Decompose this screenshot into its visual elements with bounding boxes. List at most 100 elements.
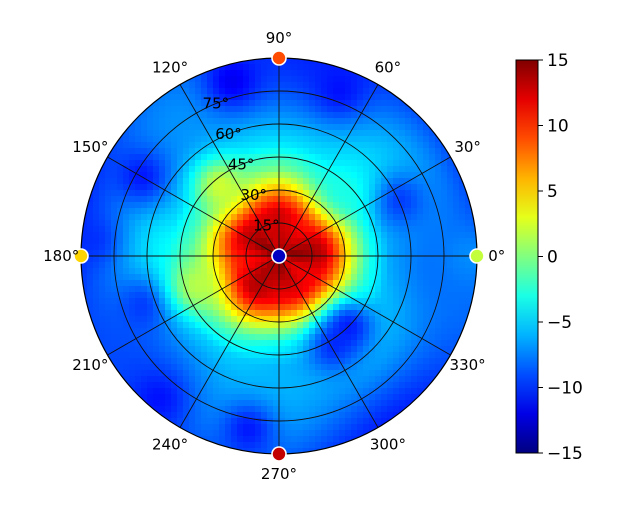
heatmap-cell	[225, 154, 232, 161]
heatmap-cell	[321, 178, 328, 185]
heatmap-cell	[405, 112, 412, 119]
heatmap-cell	[417, 130, 424, 137]
heatmap-cell	[237, 136, 244, 143]
heatmap-cell	[315, 208, 322, 215]
heatmap-cell	[351, 190, 358, 197]
heatmap-cell	[99, 334, 106, 341]
heatmap-cell	[321, 226, 328, 233]
heatmap-cell	[423, 232, 430, 239]
heatmap-cell	[147, 382, 154, 389]
heatmap-cell	[153, 106, 160, 113]
heatmap-cell	[225, 436, 232, 443]
heatmap-cell	[135, 196, 142, 203]
heatmap-cell	[189, 418, 196, 425]
heatmap-cell	[333, 292, 340, 299]
heatmap-cell	[369, 418, 376, 425]
heatmap-cell	[453, 250, 460, 257]
heatmap-cell	[357, 136, 364, 143]
heatmap-cell	[339, 382, 346, 389]
heatmap-cell	[423, 310, 430, 317]
heatmap-cell	[333, 76, 340, 83]
heatmap-cell	[159, 364, 166, 371]
heatmap-cell	[291, 124, 298, 131]
heatmap-cell	[291, 334, 298, 341]
heatmap-cell	[99, 220, 106, 227]
heatmap-cell	[159, 118, 166, 125]
heatmap-cell	[423, 316, 430, 323]
heatmap-cell	[459, 292, 466, 299]
heatmap-cell	[249, 208, 256, 215]
heatmap-cell	[315, 352, 322, 359]
heatmap-cell	[189, 328, 196, 335]
heatmap-cell	[321, 340, 328, 347]
heatmap-cell	[255, 148, 262, 155]
heatmap-cell	[453, 334, 460, 341]
heatmap-cell	[285, 94, 292, 101]
heatmap-cell	[243, 376, 250, 383]
heatmap-cell	[327, 244, 334, 251]
heatmap-cell	[237, 232, 244, 239]
heatmap-cell	[117, 238, 124, 245]
heatmap-cell	[279, 382, 286, 389]
heatmap-cell	[333, 160, 340, 167]
heatmap-cell	[201, 286, 208, 293]
heatmap-cell	[321, 70, 328, 77]
heatmap-cell	[117, 250, 124, 257]
heatmap-cell	[99, 268, 106, 275]
heatmap-cell	[213, 214, 220, 221]
heatmap-cell	[321, 406, 328, 413]
heatmap-cell	[303, 340, 310, 347]
heatmap-cell	[393, 238, 400, 245]
heatmap-cell	[345, 244, 352, 251]
heatmap-cell	[135, 298, 142, 305]
heatmap-cell	[171, 130, 178, 137]
heatmap-cell	[471, 226, 477, 233]
heatmap-cell	[147, 310, 154, 317]
heatmap-cell	[351, 358, 358, 365]
heatmap-cell	[87, 238, 94, 245]
heatmap-cell	[465, 280, 472, 287]
heatmap-cell	[261, 100, 268, 107]
heatmap-cell	[387, 382, 394, 389]
heatmap-cell	[405, 364, 412, 371]
heatmap-cell	[345, 142, 352, 149]
heatmap-cell	[381, 244, 388, 251]
heatmap-cell	[333, 94, 340, 101]
heatmap-cell	[405, 376, 412, 383]
heatmap-cell	[327, 448, 334, 454]
heatmap-cell	[285, 310, 292, 317]
heatmap-cell	[135, 346, 142, 353]
heatmap-cell	[219, 202, 226, 209]
heatmap-cell	[387, 136, 394, 143]
heatmap-cell	[255, 310, 262, 317]
heatmap-cell	[183, 202, 190, 209]
heatmap-cell	[93, 310, 100, 317]
heatmap-cell	[147, 298, 154, 305]
heatmap-cell	[303, 286, 310, 293]
heatmap-cell	[165, 118, 172, 125]
heatmap-cell	[165, 112, 172, 119]
heatmap-cell	[405, 340, 412, 347]
heatmap-cell	[153, 148, 160, 155]
heatmap-cell	[171, 160, 178, 167]
heatmap-cell	[339, 172, 346, 179]
heatmap-cell	[345, 250, 352, 257]
heatmap-cell	[243, 298, 250, 305]
heatmap-cell	[237, 352, 244, 359]
heatmap-cell	[147, 286, 154, 293]
heatmap-cell	[435, 310, 442, 317]
heatmap-cell	[183, 178, 190, 185]
heatmap-cell	[363, 220, 370, 227]
heatmap-cell	[237, 382, 244, 389]
heatmap-cell	[267, 172, 274, 179]
heatmap-cell	[303, 256, 310, 263]
heatmap-cell	[309, 376, 316, 383]
heatmap-cell	[357, 370, 364, 377]
heatmap-cell	[333, 448, 340, 454]
heatmap-cell	[411, 376, 418, 383]
heatmap-cell	[117, 268, 124, 275]
heatmap-cell	[135, 310, 142, 317]
heatmap-cell	[231, 412, 238, 419]
heatmap-cell	[183, 340, 190, 347]
